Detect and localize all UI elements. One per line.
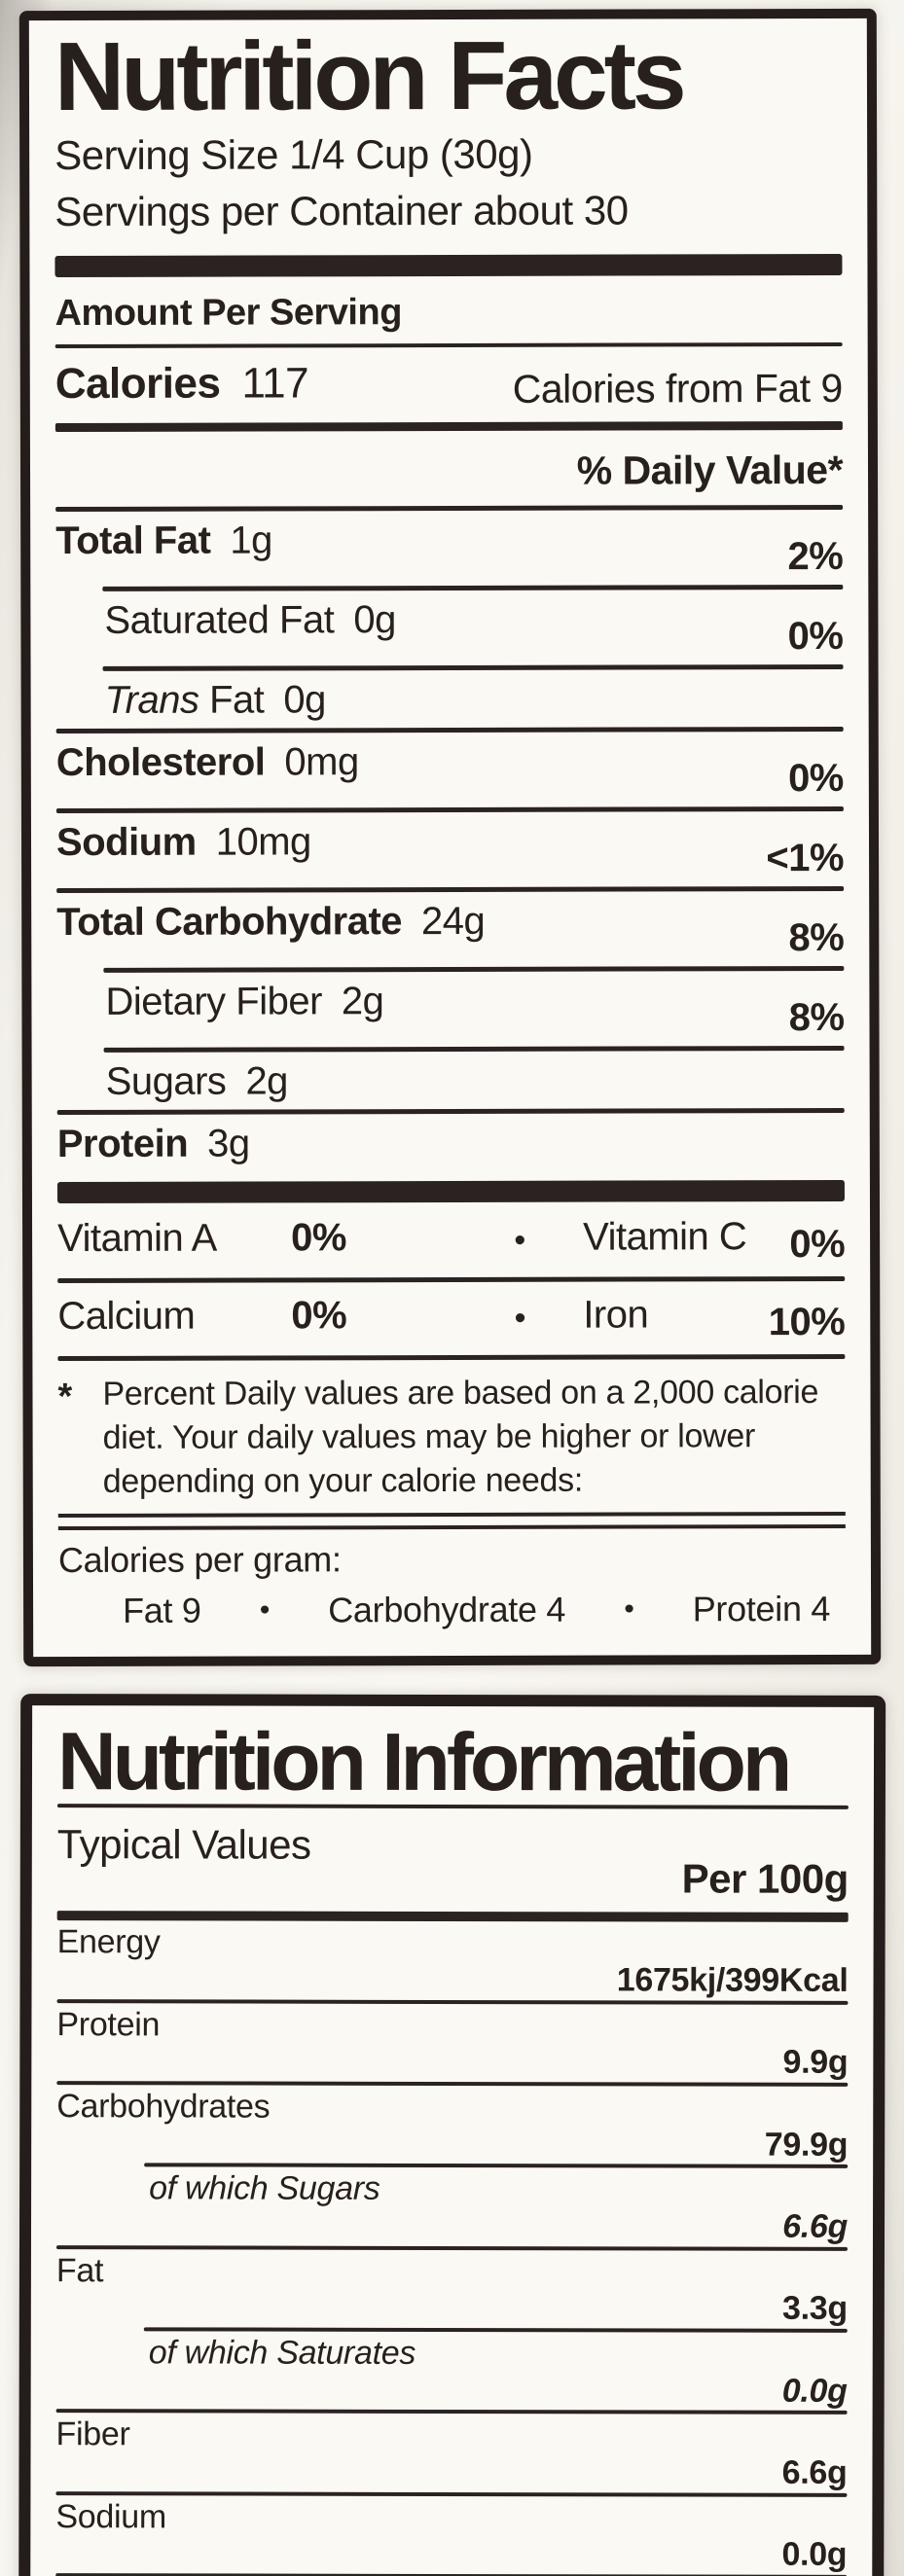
bullet-separator: •: [259, 1593, 271, 1627]
row-trans-fat: Trans Fat 0g: [104, 678, 326, 722]
nutrition-information-panel: Nutrition Information Typical Values Per…: [18, 1693, 886, 2576]
double-divider: [57, 1511, 846, 1530]
cpg-carbohydrate: Carbohydrate 4: [328, 1589, 566, 1629]
serving-size: Serving Size 1/4 Cup (30g): [54, 130, 533, 179]
per-100g-label: Per 100g: [681, 1855, 849, 1902]
servings-per-container: Servings per Container about 30: [54, 187, 629, 235]
row-carbohydrates: Carbohydrates 79.9g: [56, 2087, 849, 2164]
row-fiber: Fiber 6.6g: [55, 2415, 848, 2491]
bullet-separator: •: [624, 1592, 634, 1626]
row-protein: Protein 9.9g: [56, 2005, 849, 2081]
row-vitamin-a-c: Vitamin A 0% • Vitamin C 0%: [57, 1215, 846, 1266]
nutrition-facts-panel: Nutrition Facts Serving Size 1/4 Cup (30…: [18, 8, 882, 1666]
row-protein: Protein 3g: [56, 1122, 250, 1165]
nutrition-facts-title: Nutrition Facts: [54, 20, 683, 132]
row-of-which-sugars: of which Sugars 6.6g: [149, 2169, 849, 2245]
cpg-protein: Protein 4: [692, 1588, 831, 1628]
calories-value: 117: [241, 359, 309, 408]
row-total-carbohydrate: Total Carbohydrate 24g 8%: [56, 899, 845, 959]
row-saturated-fat: Saturated Fat 0g 0%: [104, 598, 844, 658]
row-energy: Energy 1675kj/399Kcal: [56, 1923, 849, 1999]
row-fat: Fat 3.3g: [55, 2251, 848, 2327]
row-dietary-fiber: Dietary Fiber 2g 8%: [105, 980, 845, 1039]
divider: [54, 253, 843, 277]
row-sodium: Sodium 10mg <1%: [55, 820, 845, 880]
bullet-separator: •: [514, 1299, 526, 1337]
calories-label: Calories 117: [54, 359, 309, 408]
daily-value-header: % Daily Value*: [576, 447, 844, 493]
typical-values-label: Typical Values: [56, 1821, 311, 1868]
cpg-fat: Fat 9: [123, 1590, 201, 1630]
calories-per-gram-heading: Calories per gram:: [57, 1538, 342, 1580]
calories-per-gram-values: Fat 9 • Carbohydrate 4 • Protein 4: [58, 1580, 846, 1638]
row-sodium: Sodium 0.0g: [55, 2497, 848, 2573]
row-sugars: Sugars 2g: [105, 1059, 288, 1103]
calories-from-fat: Calories from Fat 9: [512, 365, 843, 411]
row-of-which-saturates: of which Saturates 0.0g: [148, 2333, 848, 2410]
amount-per-serving-heading: Amount Per Serving: [54, 292, 402, 334]
divider: [56, 1179, 845, 1203]
typical-values-header: Typical Values Per 100g: [57, 1807, 849, 1913]
row-calcium-iron: Calcium 0% • Iron 10%: [57, 1293, 846, 1344]
daily-value-footnote: * Percent Daily values are based on a 2,…: [57, 1359, 845, 1514]
calories-row: Calories 117 Calories from Fat 9: [55, 346, 843, 423]
row-total-fat: Total Fat 1g 2%: [55, 519, 844, 578]
row-cholesterol: Cholesterol 0mg 0%: [55, 740, 844, 800]
nutrition-information-title: Nutrition Information: [56, 1714, 789, 1808]
asterisk: *: [57, 1376, 73, 1417]
bullet-separator: •: [514, 1221, 525, 1259]
